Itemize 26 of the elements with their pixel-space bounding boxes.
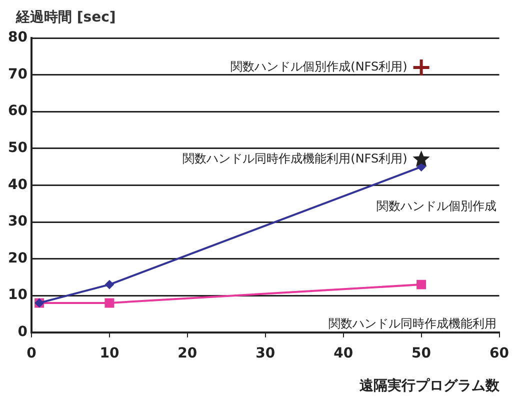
y-tick-label: 40	[8, 176, 28, 193]
series-label: 関数ハンドル個別作成	[376, 198, 496, 213]
x-tick-label: 20	[178, 345, 198, 362]
series-label: 関数ハンドル同時作成機能利用(NFS利用)	[182, 152, 408, 166]
point	[412, 150, 430, 167]
point	[104, 298, 114, 308]
x-tick-label: 40	[334, 345, 354, 362]
y-tick-label: 70	[8, 66, 28, 82]
point	[412, 58, 431, 77]
x-tick-label: 50	[412, 345, 432, 362]
y-axis-title: 経過時間 [sec]	[15, 10, 116, 26]
text: 関数ハンドル同時作成機能利用	[328, 316, 496, 331]
x-axis-title: 遠隔実行プログラム数	[358, 377, 500, 394]
y-tick-label: 80	[8, 30, 28, 46]
y-tick-label: 20	[8, 250, 28, 266]
y-tick-label: 50	[8, 140, 28, 156]
series-label: 関数ハンドル個別作成(NFS利用)	[230, 60, 408, 74]
point	[416, 280, 426, 290]
x-tick-label: 60	[490, 345, 510, 362]
y-tick-label: 0	[18, 324, 28, 340]
point	[104, 280, 114, 290]
y-tick-label: 60	[8, 103, 28, 120]
x-tick-label: 30	[256, 345, 276, 362]
y-tick-label: 30	[8, 214, 28, 230]
x-tick-label: 10	[100, 345, 120, 362]
y-tick-label: 10	[8, 287, 28, 304]
